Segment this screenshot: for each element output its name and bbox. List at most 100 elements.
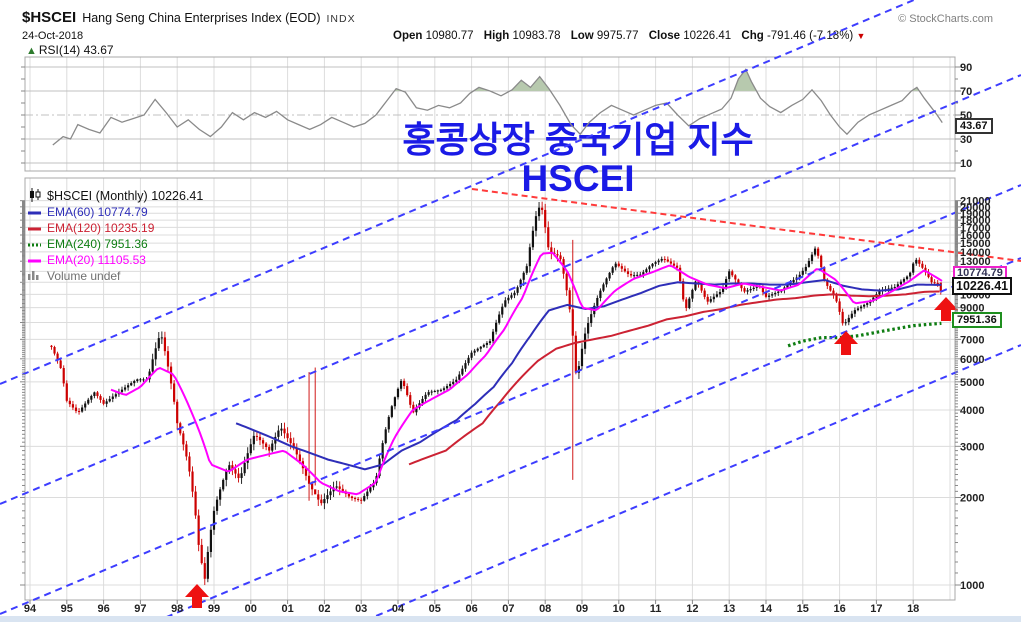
chart-date: 24-Oct-2018 — [22, 30, 84, 42]
year-axis-label: 17 — [870, 603, 882, 615]
ohlc-quote: Open 10980.77 High 10983.78 Low 9975.77 … — [386, 30, 865, 42]
rsi-axis-label: 70 — [960, 86, 972, 98]
year-axis-label: 03 — [355, 603, 367, 615]
ema20-line — [110, 251, 943, 496]
candlestick-icon — [28, 187, 43, 205]
price-axis-label: 9000 — [960, 303, 984, 315]
year-axis-label: 01 — [281, 603, 293, 615]
year-axis-label: 06 — [465, 603, 477, 615]
legend-row-ema120: EMA(120) 10235.19 — [28, 220, 203, 236]
last-price-tag: 10226.41 — [952, 277, 1013, 295]
high-label: High — [483, 30, 510, 42]
year-axis-label: 08 — [539, 603, 551, 615]
ema240-dotted-line — [787, 321, 942, 348]
legend-row-ema240: EMA(240) 7951.36 — [28, 236, 203, 252]
rsi-axis-label: 30 — [960, 134, 972, 146]
area-chart-icon: ▲ — [26, 45, 37, 57]
rsi-panel-series — [52, 68, 943, 146]
exchange-label: INDX — [326, 13, 356, 25]
year-axis-label: 16 — [833, 603, 845, 615]
line-style-icon — [28, 253, 43, 267]
ema120-line — [408, 290, 940, 466]
price-axis-label: 2000 — [960, 493, 984, 505]
legend-row-text: EMA(20) 11105.53 — [47, 253, 146, 267]
ema240-value-tag: 7951.36 — [952, 312, 1002, 328]
year-axis-label: 18 — [907, 603, 919, 615]
price-axis-label: 7000 — [960, 334, 984, 346]
up-arrow-icon — [834, 331, 858, 355]
year-axis-label: 97 — [134, 603, 146, 615]
header: $HSCEI Hang Seng China Enterprises Index … — [22, 9, 356, 27]
bottom-strip — [0, 616, 1021, 622]
high-value: 10983.78 — [512, 30, 561, 42]
overlay-title-hscei: HSCEI — [521, 158, 634, 199]
year-axis-label: 14 — [760, 603, 773, 615]
volume-bars-icon — [28, 269, 43, 283]
open-value: 10980.77 — [425, 30, 474, 42]
year-axis-label: 96 — [97, 603, 109, 615]
year-axis-label: 98 — [171, 603, 183, 615]
price-axis-label: 6000 — [960, 354, 984, 366]
price-axis-label: 17000 — [960, 222, 991, 234]
price-axis-label: 1000 — [960, 580, 984, 592]
instrument-name: Hang Seng China Enterprises Index (EOD) — [82, 11, 321, 25]
resistance-trendline — [471, 188, 1021, 262]
legend-row-text: $HSCEI (Monthly) 10226.41 — [47, 189, 204, 203]
candlesticks — [50, 201, 942, 586]
stockcharts-credit: © StockCharts.com — [898, 13, 993, 25]
price-legend: $HSCEI (Monthly) 10226.41 EMA(60) 10774.7… — [28, 187, 204, 284]
up-arrow-icon — [185, 584, 209, 608]
price-axis-label: 18000 — [960, 215, 991, 227]
year-axis-label: 95 — [61, 603, 73, 615]
year-axis-label: 99 — [208, 603, 220, 615]
legend-row-ema60: EMA(60) 10774.79 — [28, 204, 203, 220]
year-axis-label: 09 — [576, 603, 588, 615]
legend-row-text: EMA(60) 10774.79 — [47, 205, 148, 219]
line-style-icon — [28, 221, 43, 235]
axis-ticks — [20, 66, 961, 604]
price-axis-label: 21000 — [960, 196, 991, 208]
highlight-arrows — [185, 297, 958, 608]
overlay-title-korean: 홍콩상장 중국기업 지수 — [402, 119, 753, 160]
price-axis-label: 15000 — [960, 238, 991, 250]
legend-row-text: EMA(240) 7951.36 — [47, 237, 148, 251]
symbol: $HSCEI — [22, 9, 77, 26]
legend-row-hscei: $HSCEI (Monthly) 10226.41 — [28, 187, 204, 205]
price-axis-label: 16000 — [960, 230, 991, 242]
chg-value: -791.46 (-7.18%) — [766, 30, 854, 42]
low-value: 9975.77 — [596, 30, 639, 42]
low-label: Low — [570, 30, 594, 42]
price-axis-label: 20000 — [960, 202, 991, 214]
up-arrow-icon — [934, 297, 958, 321]
legend-row-ema20: EMA(20) 11105.53 — [28, 252, 203, 268]
rsi-value-tag: 43.67 — [955, 118, 993, 134]
year-axis-label: 07 — [502, 603, 514, 615]
price-axis-label: 5000 — [960, 377, 984, 389]
close-value: 10226.41 — [683, 30, 732, 42]
rsi-legend-text: RSI(14) 43.67 — [38, 43, 114, 57]
year-axis-label: 02 — [318, 603, 330, 615]
year-axis-label: 05 — [429, 603, 441, 615]
line-style-icon — [28, 205, 43, 219]
legend-row-volume: Volume undef — [28, 268, 203, 284]
price-axis-label: 14000 — [960, 247, 991, 259]
legend-row-text: Volume undef — [47, 269, 121, 283]
rsi-axis-label: 10 — [960, 158, 972, 170]
rsi-axis-label: 90 — [960, 62, 972, 74]
year-axis-label: 13 — [723, 603, 735, 615]
year-axis-label: 12 — [686, 603, 698, 615]
year-axis-label: 00 — [245, 603, 257, 615]
year-axis-label: 94 — [24, 603, 37, 615]
price-axis-label: 19000 — [960, 208, 991, 220]
price-axis-label: 3000 — [960, 441, 984, 453]
close-label: Close — [648, 30, 681, 42]
price-axis-label: 13000 — [960, 256, 991, 268]
chg-label: Chg — [741, 30, 764, 42]
year-axis-label: 04 — [392, 603, 405, 615]
year-axis-label: 10 — [613, 603, 625, 615]
year-axis-label: 15 — [797, 603, 809, 615]
